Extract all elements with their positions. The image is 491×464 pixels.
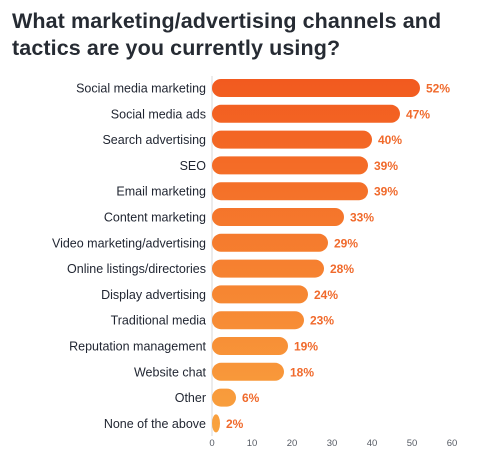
value-label: 2%: [226, 417, 244, 431]
bar-group: Social media marketing 52% Social media ad…: [52, 79, 450, 433]
bar: [212, 388, 236, 407]
category-label: Social media marketing: [76, 82, 206, 96]
x-tick-label: 10: [247, 438, 258, 449]
bar: [212, 208, 344, 226]
bar: [212, 104, 400, 123]
value-label: 18%: [290, 365, 314, 379]
category-label: Traditional media: [111, 314, 206, 328]
category-label: Other: [175, 391, 206, 405]
value-label: 33%: [350, 211, 374, 225]
x-tick-label: 50: [407, 438, 418, 449]
category-label: Social media ads: [111, 107, 206, 121]
category-label: SEO: [180, 159, 207, 173]
category-label: Video marketing/advertising: [52, 236, 206, 250]
bar: [212, 79, 420, 97]
value-label: 19%: [294, 340, 318, 354]
bar: [212, 414, 220, 433]
category-label: Display advertising: [101, 288, 206, 302]
value-label: 6%: [242, 391, 260, 405]
value-label: 39%: [374, 185, 398, 199]
category-label: Email marketing: [116, 185, 206, 199]
category-label: Search advertising: [102, 133, 206, 147]
bar: [212, 182, 368, 201]
x-tick-label: 40: [367, 438, 378, 449]
x-tick-label: 0: [209, 438, 214, 449]
value-label: 40%: [378, 133, 402, 147]
bar: [212, 285, 308, 304]
bar: [212, 130, 372, 149]
category-label: Online listings/directories: [67, 262, 206, 276]
bar: [212, 337, 288, 355]
x-axis-ticks: 0 10 20 30 40 50 60: [209, 438, 457, 449]
value-label: 47%: [406, 107, 430, 121]
bar: [212, 259, 324, 278]
value-label: 28%: [330, 262, 354, 276]
value-label: 52%: [426, 82, 450, 96]
value-label: 23%: [310, 314, 334, 328]
x-tick-label: 20: [287, 438, 298, 449]
x-tick-label: 30: [327, 438, 338, 449]
bar: [212, 311, 304, 330]
category-label: None of the above: [104, 417, 206, 431]
value-label: 24%: [314, 288, 338, 302]
bar: [212, 156, 368, 175]
category-label: Website chat: [134, 365, 207, 379]
value-label: 39%: [374, 159, 398, 173]
chart-title: What marketing/advertising channels and …: [12, 9, 442, 60]
bar: [212, 362, 284, 381]
bar: [212, 233, 328, 252]
category-label: Reputation management: [69, 340, 206, 354]
x-tick-label: 60: [447, 438, 458, 449]
category-label: Content marketing: [104, 211, 206, 225]
value-label: 29%: [334, 236, 358, 250]
